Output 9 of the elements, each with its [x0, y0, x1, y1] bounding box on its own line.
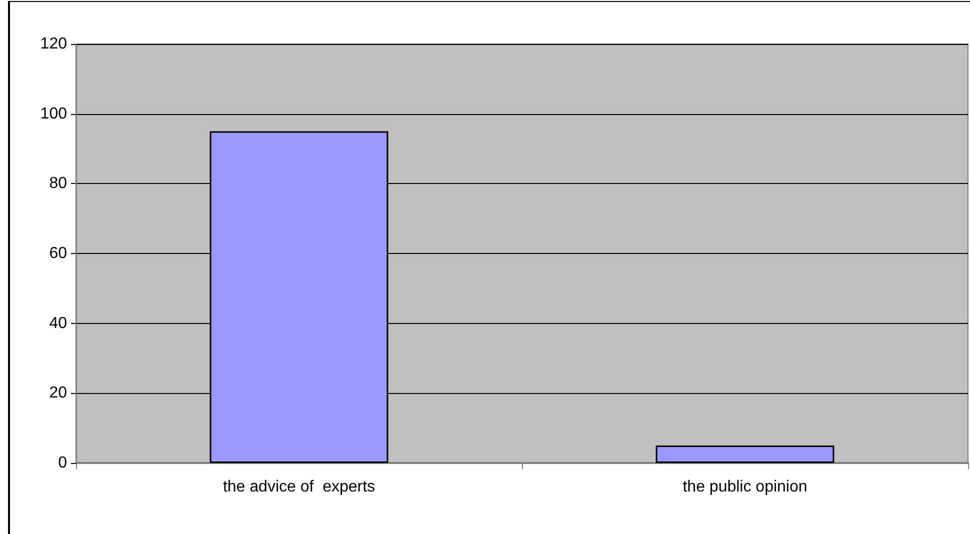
y-tick-label: 120 — [40, 36, 68, 52]
y-tick-label: 40 — [49, 314, 68, 332]
y-tick-label: 60 — [49, 245, 68, 262]
y-tick-label: 100 — [40, 105, 68, 122]
x-tick-label: the advice of experts — [222, 478, 376, 496]
x-tick-label: the public opinion — [682, 478, 808, 496]
y-tick-label: 80 — [49, 175, 68, 192]
y-tick-label: 0 — [58, 454, 68, 472]
y-tick-label: 20 — [49, 384, 68, 402]
